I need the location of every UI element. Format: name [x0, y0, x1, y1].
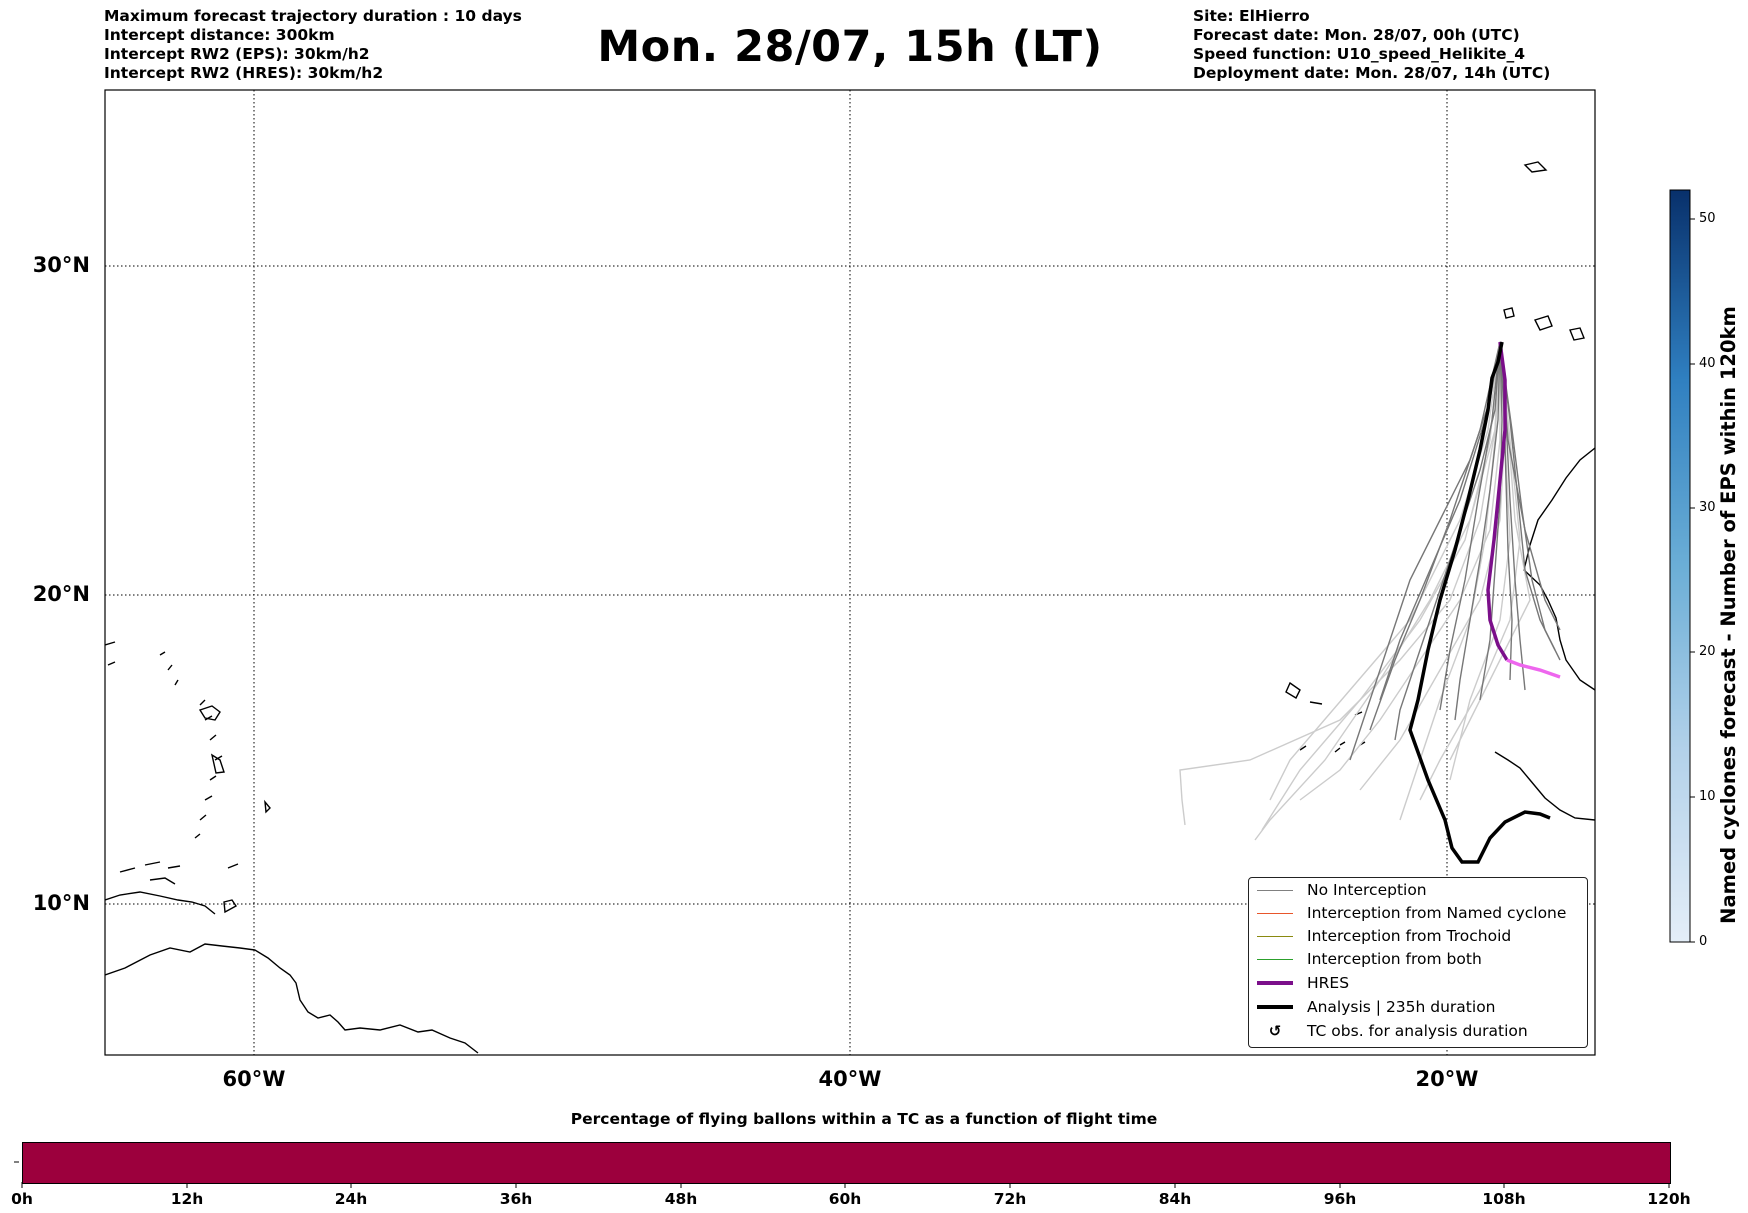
intercept-distance-text: Intercept distance: 300km — [104, 26, 335, 44]
eps-trajectories — [1179, 341, 1561, 841]
colorbar-tick-40: 40 — [1699, 356, 1716, 371]
eps-light-path — [1179, 341, 1501, 826]
legend-item-hres: HRES — [1257, 972, 1349, 994]
progress-tick-0h: 0h — [11, 1190, 33, 1208]
eps-light-trajectories — [1179, 341, 1531, 841]
page-title: Mon. 28/07, 15h (LT) — [597, 22, 1103, 72]
progress-tick-120h: 120h — [1647, 1190, 1691, 1208]
colorbar-ticks — [1690, 218, 1695, 943]
martinique-coast — [210, 753, 225, 774]
legend-label: HRES — [1307, 974, 1350, 992]
colorbar-gradient — [1669, 189, 1691, 943]
intercept-hres-text: Intercept RW2 (HRES): 30km/h2 — [104, 64, 384, 82]
progress-tick-108h: 108h — [1482, 1190, 1526, 1208]
legend-label: Interception from both — [1307, 950, 1482, 968]
eps-dark-path — [1454, 341, 1501, 721]
legend-item-both: Interception from both — [1257, 948, 1482, 970]
progress-tick-36h: 36h — [499, 1190, 533, 1208]
barbados-coast — [264, 799, 271, 814]
eps-dark-path — [1439, 341, 1501, 711]
trinidad-coast — [223, 899, 238, 914]
colorbar-label: Named cyclones forecast - Number of EPS … — [1717, 306, 1740, 924]
lat-label-20n: 20°N — [32, 582, 90, 606]
eps-dark-path — [1499, 341, 1561, 661]
header-left-info: Maximum forecast trajectory duration : 1… — [104, 7, 522, 83]
lon-label-40w: 40°W — [818, 1067, 882, 1091]
hres-trajectory-late — [1506, 658, 1561, 679]
progress-tick-96h: 96h — [1323, 1190, 1357, 1208]
guadeloupe-coast — [198, 705, 221, 721]
eps-light-path — [1299, 342, 1501, 801]
max-duration-text: Maximum forecast trajectory duration : 1… — [104, 7, 522, 25]
abc-islands — [119, 861, 181, 873]
legend-label: Interception from Trochoid — [1307, 927, 1512, 945]
tobago-coast — [149, 877, 176, 885]
colorbar-tick-0: 0 — [1699, 934, 1708, 949]
progress-tick-48h: 48h — [664, 1190, 698, 1208]
legend-label: TC obs. for analysis duration — [1307, 1022, 1528, 1040]
tc-obs-icon: ↺ — [1268, 1022, 1282, 1040]
speed-function-text: Speed function: U10_speed_Helikite_4 — [1193, 45, 1526, 63]
eps-dark-path — [1369, 341, 1501, 731]
legend-item-named-cyclone: Interception from Named cyclone — [1257, 902, 1566, 924]
south-america-coast — [105, 943, 479, 1054]
canary-islands — [1503, 161, 1585, 341]
site-text: Site: ElHierro — [1193, 7, 1310, 25]
eps-dark-path — [1479, 341, 1503, 701]
africa-coast-south — [1494, 751, 1595, 821]
lat-label-10n: 10°N — [32, 891, 90, 915]
eps-light-path — [1269, 341, 1501, 801]
progress-title: Percentage of flying ballons within a TC… — [570, 1110, 1158, 1128]
colorbar-tick-20: 20 — [1699, 644, 1716, 659]
map-legend: No Interception Interception from Named … — [1248, 877, 1588, 1048]
eps-light-path — [1419, 341, 1521, 801]
legend-label: Analysis | 235h duration — [1307, 998, 1496, 1016]
progress-tick-12h: 12h — [170, 1190, 204, 1208]
forecast-date-text: Forecast date: Mon. 28/07, 00h (UTC) — [1193, 26, 1520, 44]
legend-label: No Interception — [1307, 881, 1427, 899]
legend-item-no-interception: No Interception — [1257, 879, 1427, 901]
progress-tick-72h: 72h — [993, 1190, 1027, 1208]
progress-tick-60h: 60h — [828, 1190, 862, 1208]
legend-item-analysis: Analysis | 235h duration — [1257, 996, 1496, 1018]
legend-item-tc-obs: ↺ TC obs. for analysis duration — [1257, 1020, 1528, 1042]
progress-tick-24h: 24h — [334, 1190, 368, 1208]
analysis-trajectory — [1408, 341, 1551, 864]
progress-tick-84h: 84h — [1158, 1190, 1192, 1208]
header-right-info: Site: ElHierro Forecast date: Mon. 28/07… — [1193, 7, 1550, 83]
lon-label-60w: 60°W — [222, 1067, 286, 1091]
colorbar-tick-50: 50 — [1699, 211, 1716, 226]
eps-light-path — [1449, 341, 1531, 761]
lon-label-20w: 20°W — [1415, 1067, 1479, 1091]
venezuela-coast — [105, 891, 216, 915]
hres-and-analysis — [1408, 341, 1561, 864]
lat-label-30n: 30°N — [32, 253, 90, 277]
colorbar-tick-30: 30 — [1699, 500, 1716, 515]
legend-item-trochoid: Interception from Trochoid — [1257, 925, 1511, 947]
intercept-eps-text: Intercept RW2 (EPS): 30km/h2 — [104, 45, 370, 63]
graticule — [105, 90, 1595, 1055]
deployment-date-text: Deployment date: Mon. 28/07, 14h (UTC) — [1193, 64, 1551, 82]
progress-bar — [22, 1142, 1671, 1184]
colorbar-tick-10: 10 — [1699, 789, 1716, 804]
eps-light-path — [1261, 341, 1501, 831]
legend-label: Interception from Named cyclone — [1307, 904, 1567, 922]
hres-trajectory — [1486, 341, 1509, 661]
cape-verde — [1285, 681, 1366, 753]
